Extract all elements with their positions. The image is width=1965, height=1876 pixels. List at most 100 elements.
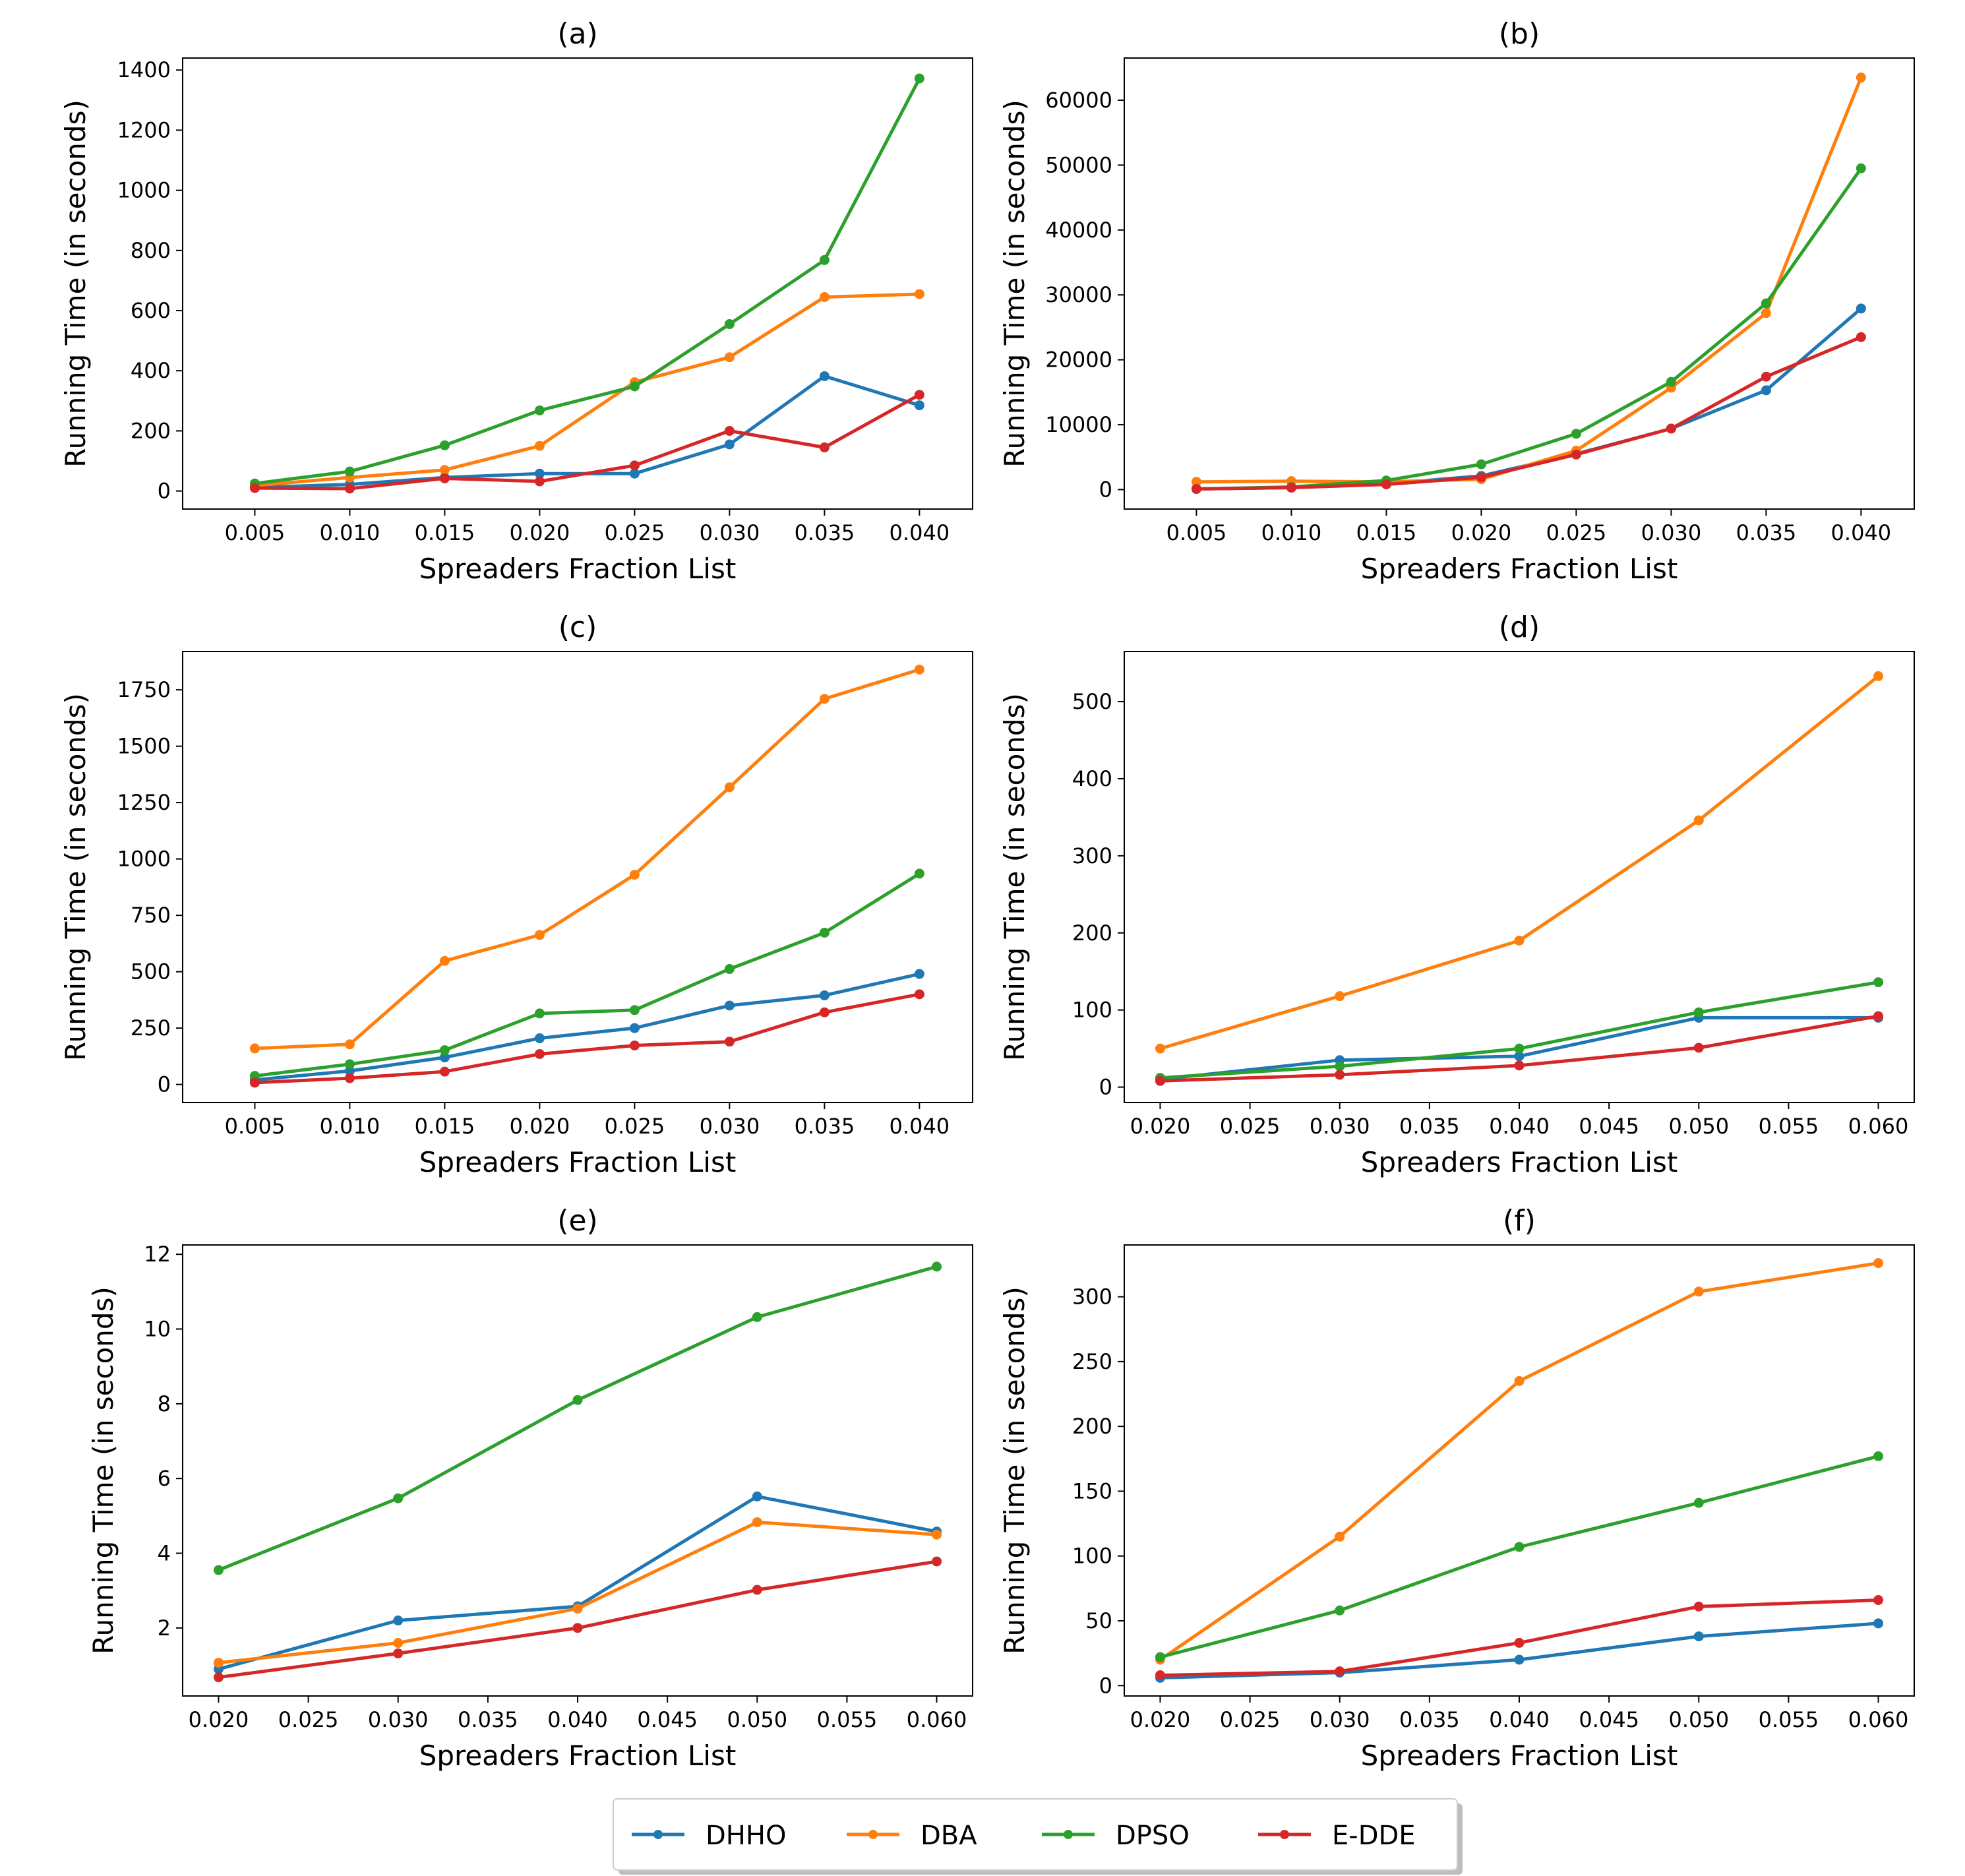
- x-tick-label-c-4: 0.025: [605, 1114, 665, 1139]
- chart-panel-a: (a) 0.005 0.010 0.015 0.020 0.025 0.030 0.035 0.…: [59, 17, 973, 585]
- x-axis-label-d: Spreaders Fraction List: [1361, 1146, 1678, 1178]
- chart-title-e: (e): [557, 1204, 597, 1238]
- y-tick-label-b-2: 20000: [1045, 348, 1112, 373]
- series-line-f-dpso: [1159, 1454, 1880, 1659]
- y-tick-label-b-0: 0: [1099, 477, 1112, 502]
- data-point-e-edde-3: [752, 1585, 762, 1595]
- series-line-a-dba: [253, 292, 921, 487]
- x-tick-label-c-2: 0.015: [415, 1114, 475, 1139]
- x-tick-label-d-8: 0.060: [1848, 1114, 1909, 1139]
- data-point-a-dba-3: [534, 440, 545, 451]
- data-point-c-dhho-6: [819, 990, 830, 1001]
- data-point-f-dba-1: [1335, 1531, 1345, 1542]
- y-tick-label-d-4: 400: [1072, 766, 1112, 791]
- y-tick-label-c-5: 1250: [117, 790, 171, 815]
- x-tick-label-d-0: 0.020: [1130, 1114, 1191, 1139]
- data-point-b-dba-7: [1856, 73, 1866, 83]
- y-axis-label-e: Running Time (in seconds): [87, 1286, 119, 1654]
- plot-frame-c: [182, 651, 973, 1103]
- data-point-c-dhho-7: [914, 969, 924, 979]
- data-point-b-dpso-7: [1856, 163, 1866, 173]
- legend-label-dba: DBA: [921, 1821, 977, 1851]
- chart-panel-f: (f) 0.020 0.025 0.030 0.035 0.040 0.045 0.050 0.…: [998, 1204, 1915, 1772]
- data-point-f-dpso-1: [1335, 1605, 1345, 1616]
- y-tick-label-a-6: 1200: [117, 117, 171, 142]
- x-tick-label-c-7: 0.040: [890, 1114, 950, 1139]
- data-point-c-edde-1: [344, 1073, 355, 1083]
- data-point-f-dhho-3: [1693, 1631, 1704, 1642]
- data-point-c-dpso-7: [914, 868, 924, 879]
- data-point-a-edde-5: [724, 425, 735, 436]
- data-point-b-edde-3: [1476, 472, 1486, 483]
- chart-title-f: (f): [1503, 1204, 1536, 1238]
- y-tick-label-c-2: 500: [131, 959, 171, 984]
- legend: DHHO DBA DPSO E-DDE: [613, 1798, 1463, 1875]
- data-point-e-dpso-3: [752, 1312, 762, 1322]
- x-tick-label-b-1: 0.010: [1261, 520, 1322, 545]
- y-tick-label-b-1: 10000: [1045, 412, 1112, 437]
- series-line-b-edde: [1194, 335, 1863, 491]
- data-point-d-dba-3: [1693, 815, 1704, 826]
- chart-title-d: (d): [1499, 611, 1540, 644]
- x-tick-label-a-4: 0.025: [605, 520, 665, 545]
- plot-frame-b: [1124, 57, 1915, 510]
- y-tick-label-a-3: 600: [131, 298, 171, 323]
- data-point-b-edde-4: [1571, 449, 1581, 460]
- legend-marker-edde: [1280, 1830, 1289, 1839]
- y-tick-label-e-1: 4: [158, 1541, 171, 1566]
- y-tick-label-d-3: 300: [1072, 843, 1112, 868]
- data-point-e-dpso-4: [932, 1261, 942, 1272]
- x-tick-label-a-0: 0.005: [225, 520, 286, 545]
- x-tick-label-a-1: 0.010: [320, 520, 380, 545]
- legend-box: [613, 1798, 1458, 1871]
- series-line-c-dpso: [253, 872, 921, 1078]
- legend-marker-dpso: [1064, 1830, 1073, 1839]
- x-tick-label-d-3: 0.035: [1399, 1114, 1460, 1139]
- data-point-a-dpso-5: [724, 319, 735, 330]
- y-tick-label-f-1: 50: [1085, 1608, 1112, 1633]
- data-point-c-edde-4: [629, 1040, 640, 1050]
- legend-item-dba: DBA: [847, 1821, 977, 1851]
- data-point-d-edde-1: [1335, 1070, 1345, 1080]
- data-point-a-dpso-3: [534, 405, 545, 415]
- data-point-a-edde-4: [629, 460, 640, 471]
- y-tick-label-e-2: 6: [158, 1466, 171, 1491]
- data-point-c-dpso-0: [249, 1071, 260, 1081]
- x-tick-label-e-2: 0.030: [368, 1707, 429, 1732]
- chart-panel-d: (d) 0.020 0.025 0.030 0.035 0.040 0.045 0.050 0.…: [998, 611, 1915, 1178]
- data-point-a-dhho-5: [724, 439, 735, 450]
- data-point-d-dpso-1: [1335, 1061, 1345, 1072]
- data-point-d-edde-0: [1155, 1075, 1165, 1086]
- data-point-c-edde-6: [819, 1007, 830, 1017]
- y-tick-label-d-0: 0: [1099, 1075, 1112, 1100]
- y-axis-label-c: Running Time (in seconds): [59, 693, 92, 1061]
- data-point-c-edde-0: [249, 1077, 260, 1088]
- data-point-a-dhho-3: [534, 468, 545, 479]
- data-point-a-dba-6: [819, 292, 830, 303]
- data-point-c-edde-7: [914, 989, 924, 1000]
- data-point-e-dba-2: [572, 1603, 583, 1614]
- data-point-f-edde-1: [1335, 1666, 1345, 1677]
- data-point-b-dba-0: [1191, 477, 1201, 487]
- data-point-c-dba-0: [249, 1043, 260, 1054]
- data-point-b-dhho-6: [1761, 385, 1771, 396]
- data-point-c-edde-5: [724, 1037, 735, 1047]
- x-axis-label-c: Spreaders Fraction List: [419, 1146, 737, 1178]
- data-point-d-dba-0: [1155, 1043, 1165, 1054]
- series-line-e-edde: [217, 1559, 938, 1679]
- legend-label-dhho: DHHO: [706, 1821, 786, 1851]
- x-tick-label-f-2: 0.030: [1310, 1707, 1370, 1732]
- data-point-d-dba-1: [1335, 991, 1345, 1002]
- data-point-b-dba-6: [1761, 308, 1771, 318]
- data-point-e-dba-1: [393, 1638, 404, 1649]
- x-tick-label-b-2: 0.015: [1356, 520, 1417, 545]
- chart-title-a: (a): [557, 17, 597, 51]
- y-tick-label-a-0: 0: [158, 479, 171, 504]
- data-point-a-dpso-1: [344, 466, 355, 477]
- data-point-c-dpso-6: [819, 927, 830, 938]
- data-point-f-edde-0: [1155, 1670, 1165, 1681]
- y-tick-label-a-2: 400: [131, 358, 171, 383]
- data-point-d-edde-3: [1693, 1043, 1704, 1053]
- y-tick-label-c-6: 1500: [117, 734, 171, 759]
- series-line-c-dba: [253, 667, 921, 1050]
